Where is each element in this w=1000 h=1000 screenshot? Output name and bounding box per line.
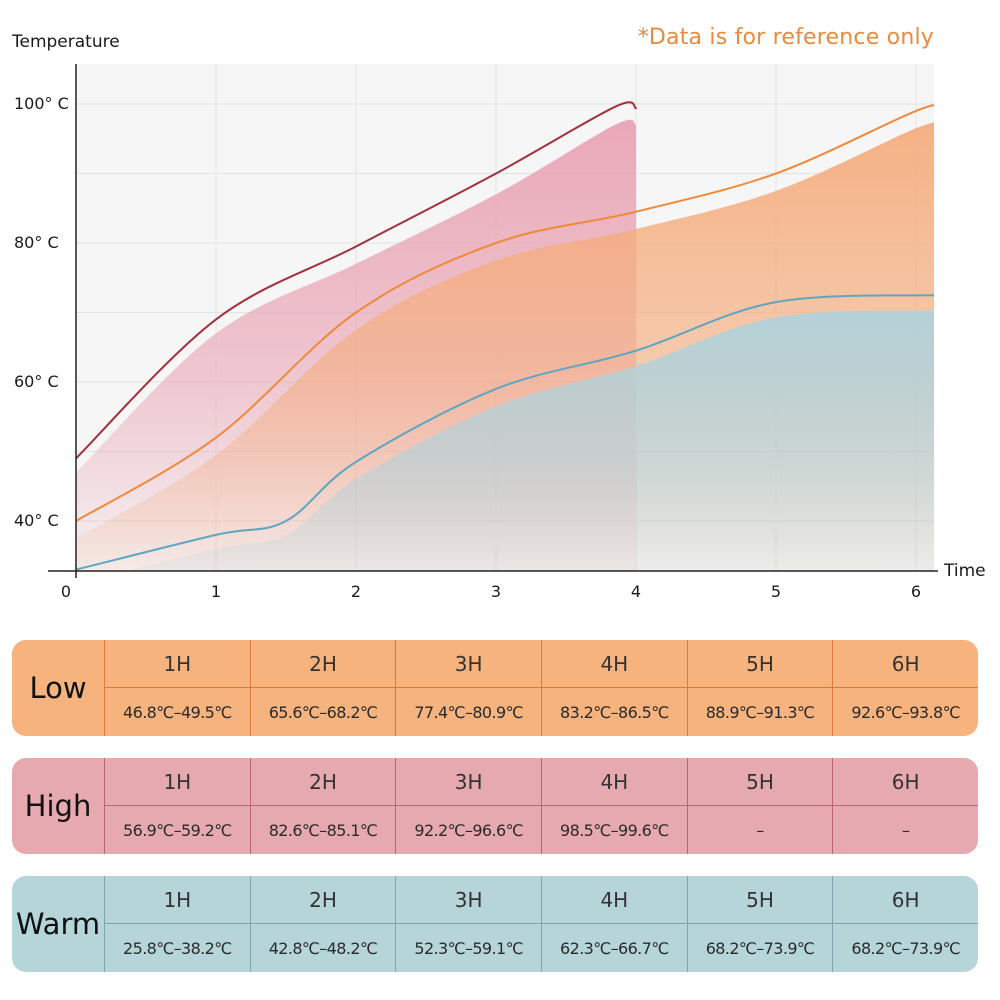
table-cell: –	[832, 805, 978, 854]
table-header: 5H	[686, 640, 833, 687]
temperature-chart: 0 1 2 3 4 5 6 40° C 60° C 80° C 100° C	[14, 64, 938, 601]
table-header: 2H	[249, 758, 396, 805]
table-header: 2H	[249, 640, 396, 687]
x-tick-label: 5	[771, 582, 781, 601]
x-tick-label: 4	[631, 582, 641, 601]
reference-note: *Data is for reference only	[637, 25, 934, 50]
x-tick-label: 0	[61, 582, 71, 601]
table-cell: 92.6℃–93.8℃	[832, 687, 978, 736]
y-tick-label: 60° C	[14, 372, 59, 391]
table-header: 2H	[249, 876, 396, 923]
low-table: Low 1H 2H 3H 4H 5H 6H 46.8℃–49.5℃ 65.6℃–…	[12, 640, 978, 736]
table-cell: 25.8℃–38.2℃	[104, 923, 250, 972]
table-cell: 98.5℃–99.6℃	[541, 805, 687, 854]
table-title-warm: Warm	[15, 907, 101, 941]
table-header: 4H	[541, 640, 687, 687]
table-header: 1H	[104, 876, 250, 923]
x-axis-title: Time	[944, 561, 986, 581]
table-cell: 62.3℃–66.7℃	[541, 923, 687, 972]
y-tick-label: 100° C	[14, 94, 69, 113]
x-tick-label: 6	[911, 582, 921, 601]
table-cell: 83.2℃–86.5℃	[541, 687, 687, 736]
series-line-2	[76, 104, 934, 522]
table-header: 3H	[395, 758, 541, 805]
x-tick-label: 3	[491, 582, 501, 601]
table-header: 6H	[832, 640, 978, 687]
x-tick-label: 1	[211, 582, 221, 601]
table-cell: 68.2℃–73.9℃	[832, 923, 978, 972]
table-cell: 56.9℃–59.2℃	[104, 805, 250, 854]
table-cell: 82.6℃–85.1℃	[249, 805, 396, 854]
warm-table: Warm 1H 2H 3H 4H 5H 6H 25.8℃–38.2℃ 42.8℃…	[12, 876, 978, 972]
table-header: 6H	[832, 876, 978, 923]
table-title-low: Low	[29, 671, 87, 705]
table-cell: 46.8℃–49.5℃	[104, 687, 250, 736]
y-tick-label: 80° C	[14, 233, 59, 252]
table-header: 5H	[686, 758, 833, 805]
table-cell: 65.6℃–68.2℃	[249, 687, 396, 736]
table-header: 3H	[395, 876, 541, 923]
table-header: 5H	[686, 876, 833, 923]
table-header: 1H	[104, 640, 250, 687]
table-header: 4H	[541, 758, 687, 805]
table-title-high: High	[24, 789, 92, 823]
series-line-3	[76, 294, 934, 571]
y-axis-title: Temperature	[12, 32, 120, 52]
table-header: 4H	[541, 876, 687, 923]
table-header: 3H	[395, 640, 541, 687]
table-cell: –	[686, 805, 833, 854]
table-header: 1H	[104, 758, 250, 805]
y-tick-label: 40° C	[14, 511, 59, 530]
table-cell: 68.2℃–73.9℃	[686, 923, 833, 972]
high-table: High 1H 2H 3H 4H 5H 6H 56.9℃–59.2℃ 82.6℃…	[12, 758, 978, 854]
table-cell: 92.2℃–96.6℃	[395, 805, 541, 854]
series-area-3	[76, 310, 934, 571]
table-cell: 52.3℃–59.1℃	[395, 923, 541, 972]
table-header: 6H	[832, 758, 978, 805]
table-cell: 77.4℃–80.9℃	[395, 687, 541, 736]
table-cell: 42.8℃–48.2℃	[249, 923, 396, 972]
series-line-1	[76, 101, 637, 460]
table-cell: 88.9℃–91.3℃	[686, 687, 833, 736]
x-tick-label: 2	[351, 582, 361, 601]
